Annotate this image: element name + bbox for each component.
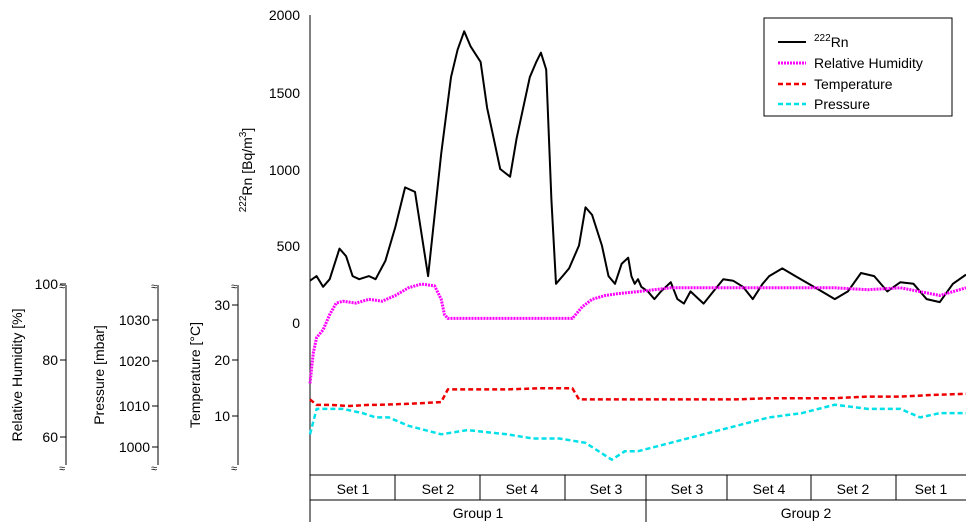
pressure-axis: ≈ ≈ 1030 1020 1010 1000 Pressure [mbar] (91, 281, 159, 475)
svg-text:≈: ≈ (151, 281, 157, 293)
pressure-tick: 1010 (119, 398, 150, 414)
legend: 222Rn Relative Humidity Temperature Pres… (763, 17, 953, 117)
x-group-label: Group 2 (781, 505, 832, 521)
legend-label-pressure: Pressure (814, 96, 870, 112)
rn-axis-label: 222Rn [Bq/m3] (238, 128, 255, 213)
pressure-tick: 1020 (119, 353, 150, 369)
x-axis: Set 1 Set 2 Set 4 Set 3 Set 3 Set 4 Set … (309, 474, 966, 522)
x-set-label: Set 4 (753, 481, 786, 497)
x-group-label: Group 1 (453, 505, 504, 521)
svg-text:222Rn [Bq/m3]: 222Rn [Bq/m3] (238, 128, 255, 213)
temperature-tick: 30 (214, 297, 230, 313)
humidity-axis-label: Relative Humidity [%] (9, 308, 25, 441)
series-layer (308, 30, 966, 461)
rn-label-sup1: 222 (238, 195, 249, 212)
x-set-label: Set 3 (590, 481, 623, 497)
series-line-temperature (309, 387, 966, 408)
svg-text:≈: ≈ (151, 463, 157, 475)
pressure-axis-label: Pressure [mbar] (91, 325, 107, 425)
rn-tick: 2000 (269, 7, 300, 23)
legend-label-humidity: Relative Humidity (814, 55, 923, 71)
temperature-tick: 20 (214, 352, 230, 368)
x-set-label: Set 2 (837, 481, 870, 497)
humidity-axis: ≈ ≈ 100 80 60 Relative Humidity [%] (9, 276, 67, 475)
svg-text:≈: ≈ (59, 281, 65, 293)
series-line-humidity (308, 282, 966, 384)
x-set-label: Set 1 (337, 481, 370, 497)
temperature-axis: ≈ ≈ 30 20 10 Temperature [°C] (187, 281, 239, 475)
rn-label-main: Rn [Bq/m (239, 137, 255, 195)
svg-text:≈: ≈ (231, 463, 237, 475)
series-line-pressure (308, 403, 966, 461)
rn-label-sup2: 3 (238, 131, 249, 137)
rn-label-end: ] (239, 128, 255, 132)
x-set-label: Set 1 (915, 481, 948, 497)
temperature-tick: 10 (214, 408, 230, 424)
pressure-tick: 1030 (119, 312, 150, 328)
series-line-rn (309, 30, 966, 305)
humidity-tick: 100 (35, 276, 59, 292)
x-set-label: Set 3 (671, 481, 704, 497)
legend-label-temperature: Temperature (814, 76, 893, 92)
humidity-tick: 80 (42, 352, 58, 368)
rn-axis: 2000 1500 1000 500 0 222Rn [Bq/m3] (238, 7, 311, 475)
svg-text:≈: ≈ (59, 463, 65, 475)
rn-tick: 500 (277, 238, 301, 254)
rn-tick: 1500 (269, 85, 300, 101)
svg-text:≈: ≈ (231, 281, 237, 293)
rn-tick: 0 (292, 315, 300, 331)
x-set-label: Set 2 (422, 481, 455, 497)
pressure-tick: 1000 (119, 439, 150, 455)
x-set-label: Set 4 (506, 481, 539, 497)
humidity-tick: 60 (42, 429, 58, 445)
rn-tick: 1000 (269, 162, 300, 178)
legend-label-rn: 222Rn (814, 33, 849, 50)
temperature-axis-label: Temperature [°C] (187, 322, 203, 428)
